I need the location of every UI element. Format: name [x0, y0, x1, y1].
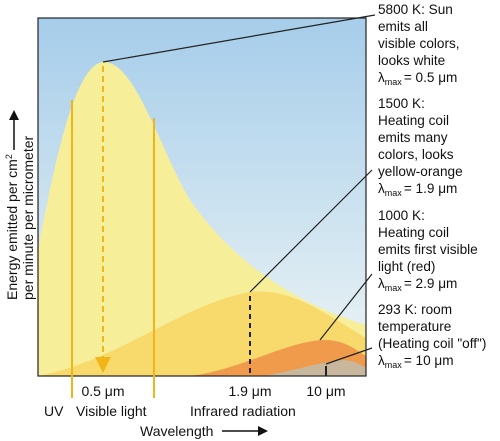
annotation-5800k-line-2: emits all	[378, 19, 428, 34]
x-axis-arrowhead	[258, 426, 268, 436]
lambda-sub: max	[385, 188, 403, 198]
leader-5800k	[102, 14, 376, 63]
x-tick-label-10: 10 μm	[306, 383, 345, 399]
annotation-1500k-line-1: 1500 K:	[378, 96, 425, 111]
lambda-symbol: λ	[378, 353, 385, 368]
y-axis-label-sup: 2	[4, 154, 14, 159]
leader-293k	[325, 347, 373, 365]
leader-1000k	[319, 273, 373, 341]
lambda-value: = 1.9 μm	[404, 181, 458, 196]
leader-1500k	[249, 169, 373, 293]
lambda-sub: max	[385, 77, 403, 87]
annotation-293k-lambda: λmax = 10 μm	[378, 353, 454, 370]
annotation-1000k-line-3: emits first visible	[378, 242, 478, 257]
annotation-1000k: 1000 K: Heating coil emits first visible…	[378, 208, 478, 293]
lambda-symbol: λ	[378, 181, 385, 196]
annotation-5800k-line-4: looks white	[378, 53, 445, 68]
y-axis-label-line-1: Energy emitted per cm2	[4, 154, 20, 300]
region-label-visible: Visible light	[76, 403, 147, 419]
annotation-1000k-line-1: 1000 K:	[378, 208, 425, 223]
annotation-293k-line-2: temperature	[378, 319, 451, 334]
annotation-1500k-line-5: yellow-orange	[378, 164, 463, 179]
region-label-infrared: Infrared radiation	[190, 403, 296, 419]
annotation-1000k-line-2: Heating coil	[378, 225, 449, 240]
y-axis-label-line-2: per minute per micrometer	[20, 135, 36, 300]
lambda-value: = 0.5 μm	[404, 70, 458, 85]
y-axis-label-text: Energy emitted per cm	[4, 159, 20, 300]
plot-frame	[37, 17, 367, 377]
annotation-5800k-line-1: 5800 K: Sun	[378, 2, 453, 17]
annotation-1000k-line-4: light (red)	[378, 259, 435, 274]
y-axis-arrowhead	[9, 110, 19, 120]
x-tick-label-0-5: 0.5 μm	[81, 383, 124, 399]
x-tick-label-1-9: 1.9 μm	[228, 383, 271, 399]
annotation-1000k-lambda: λmax = 2.9 μm	[378, 276, 457, 293]
annotation-1500k-line-3: emits many	[378, 130, 448, 145]
annotation-293k-line-1: 293 K: room	[378, 302, 452, 317]
annotation-1500k-line-2: Heating coil	[378, 113, 449, 128]
annotation-1500k: 1500 K: Heating coil emits many colors, …	[378, 96, 463, 198]
lambda-symbol: λ	[378, 276, 385, 291]
lambda-value: = 2.9 μm	[404, 276, 458, 291]
lambda-symbol: λ	[378, 70, 385, 85]
x-axis-label: Wavelength	[140, 423, 213, 439]
region-label-uv: UV	[44, 403, 64, 419]
annotation-5800k: 5800 K: Sun emits all visible colors, lo…	[378, 2, 460, 87]
annotation-5800k-lambda: λmax = 0.5 μm	[378, 70, 457, 87]
annotation-293k-line-3: (Heating coil "off")	[378, 336, 486, 351]
lambda-sub: max	[385, 360, 403, 370]
annotation-1500k-line-4: colors, looks	[378, 147, 454, 162]
curve-293k	[262, 360, 366, 376]
annotation-5800k-line-3: visible colors,	[378, 36, 460, 51]
lambda-value: = 10 μm	[404, 353, 454, 368]
y-axis-label: Energy emitted per cm2 per minute per mi…	[4, 135, 36, 300]
annotation-293k: 293 K: room temperature (Heating coil "o…	[378, 302, 486, 370]
annotation-1500k-lambda: λmax = 1.9 μm	[378, 181, 457, 198]
lambda-sub: max	[385, 283, 403, 293]
